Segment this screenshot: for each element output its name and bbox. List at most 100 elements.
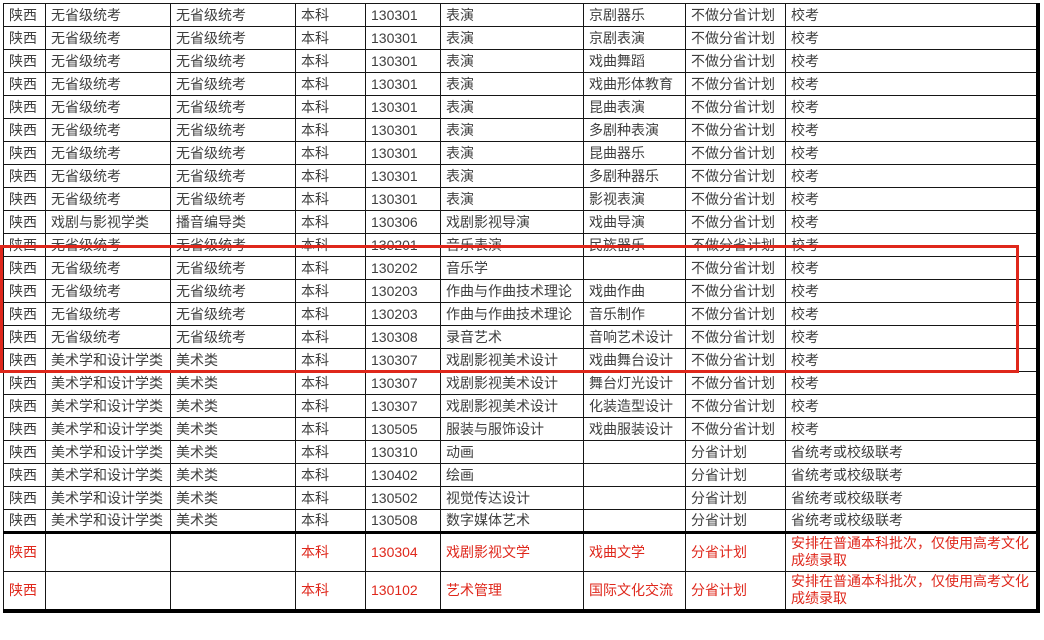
cell-plan-type: 不做分省计划 <box>685 256 786 280</box>
table-row: 陕西 美术学和设计学类 美术类 本科 130307 戏剧影视美术设计 化装造型设计 不做分省计… <box>3 394 1038 418</box>
cell-major-name: 录音艺术 <box>440 325 584 349</box>
cell-direction <box>583 509 686 533</box>
cell-exam-type: 校考 <box>785 417 1038 441</box>
cell-level: 本科 <box>295 440 366 464</box>
cell-province: 陕西 <box>3 187 46 211</box>
cell-exam-type: 省统考或校级联考 <box>785 486 1038 510</box>
cell-direction: 舞台灯光设计 <box>583 371 686 395</box>
table-row: 陕西 无省级统考 无省级统考 本科 130301 表演 多剧种器乐 不做分省计划 校考 <box>3 164 1038 188</box>
cell-direction: 多剧种表演 <box>583 118 686 142</box>
cell-subcategory: 美术类 <box>170 486 296 510</box>
cell-province: 陕西 <box>3 3 46 27</box>
cell-direction <box>583 256 686 280</box>
cell-major-code: 130301 <box>365 26 441 50</box>
cell-province: 陕西 <box>3 302 46 326</box>
cell-plan-type: 不做分省计划 <box>685 279 786 303</box>
cell-subcategory: 美术类 <box>170 463 296 487</box>
cell-category: 无省级统考 <box>45 72 171 96</box>
cell-major-name: 作曲与作曲技术理论 <box>440 302 584 326</box>
cell-category: 美术学和设计学类 <box>45 486 171 510</box>
cell-plan-type: 分省计划 <box>685 571 786 612</box>
cell-direction <box>583 463 686 487</box>
cell-major-name: 表演 <box>440 3 584 27</box>
cell-plan-type: 不做分省计划 <box>685 72 786 96</box>
cell-category: 美术学和设计学类 <box>45 509 171 533</box>
cell-major-code: 130310 <box>365 440 441 464</box>
cell-direction: 戏曲文学 <box>583 531 686 572</box>
cell-level: 本科 <box>295 26 366 50</box>
cell-major-name: 戏剧影视导演 <box>440 210 584 234</box>
cell-subcategory: 美术类 <box>170 417 296 441</box>
cell-exam-type: 校考 <box>785 26 1038 50</box>
cell-province: 陕西 <box>3 371 46 395</box>
table-row: 陕西 无省级统考 无省级统考 本科 130203 作曲与作曲技术理论 音乐制作 不做分省计划校… <box>3 302 1038 326</box>
cell-province: 陕西 <box>3 463 46 487</box>
table-row: 陕西 本科 130102 艺术管理 国际文化交流 分省计划 安排在普通本科批次，仅使用高考文… <box>3 571 1038 612</box>
cell-direction: 国际文化交流 <box>583 571 686 612</box>
cell-exam-type: 省统考或校级联考 <box>785 463 1038 487</box>
cell-direction: 民族器乐 <box>583 233 686 257</box>
cell-subcategory: 无省级统考 <box>170 279 296 303</box>
cell-exam-type: 安排在普通本科批次，仅使用高考文化成绩录取 <box>785 531 1038 572</box>
cell-province: 陕西 <box>3 348 46 372</box>
cell-major-name: 服装与服饰设计 <box>440 417 584 441</box>
cell-plan-type: 不做分省计划 <box>685 233 786 257</box>
cell-major-name: 艺术管理 <box>440 571 584 612</box>
table-row: 陕西 无省级统考 无省级统考 本科 130301 表演 京剧表演 不做分省计划 校考 <box>3 26 1038 50</box>
cell-exam-type: 校考 <box>785 394 1038 418</box>
cell-level: 本科 <box>295 394 366 418</box>
table-row: 陕西 无省级统考 无省级统考 本科 130201 音乐表演 民族器乐 不做分省计划 校考 <box>3 233 1038 257</box>
cell-plan-type: 不做分省计划 <box>685 187 786 211</box>
cell-major-name: 戏剧影视文学 <box>440 531 584 572</box>
cell-level: 本科 <box>295 463 366 487</box>
cell-direction: 多剧种器乐 <box>583 164 686 188</box>
cell-exam-type: 校考 <box>785 164 1038 188</box>
table-row: 陕西 无省级统考 无省级统考 本科 130301 表演 昆曲器乐 不做分省计划 校考 <box>3 141 1038 165</box>
cell-subcategory: 美术类 <box>170 348 296 372</box>
cell-major-code: 130301 <box>365 164 441 188</box>
cell-category: 无省级统考 <box>45 164 171 188</box>
table-row: 陕西 无省级统考 无省级统考 本科 130301 表演 昆曲表演 不做分省计划 校考 <box>3 95 1038 119</box>
cell-major-name: 表演 <box>440 26 584 50</box>
cell-category: 无省级统考 <box>45 26 171 50</box>
cell-major-code: 130203 <box>365 302 441 326</box>
cell-category: 戏剧与影视学类 <box>45 210 171 234</box>
cell-level: 本科 <box>295 302 366 326</box>
cell-major-code: 130301 <box>365 141 441 165</box>
cell-exam-type: 校考 <box>785 118 1038 142</box>
cell-plan-type: 不做分省计划 <box>685 118 786 142</box>
cell-level: 本科 <box>295 509 366 533</box>
cell-plan-type: 分省计划 <box>685 486 786 510</box>
cell-direction: 音响艺术设计 <box>583 325 686 349</box>
table-row: 陕西 无省级统考 无省级统考 本科 130301 表演 京剧器乐 不做分省计划 校考 <box>3 3 1038 27</box>
cell-direction: 戏曲形体教育 <box>583 72 686 96</box>
cell-category: 无省级统考 <box>45 187 171 211</box>
cell-exam-type: 校考 <box>785 141 1038 165</box>
cell-major-name: 表演 <box>440 164 584 188</box>
table-row: 陕西 无省级统考 无省级统考 本科 130301 表演 多剧种表演 不做分省计划 校考 <box>3 118 1038 142</box>
cell-major-name: 戏剧影视美术设计 <box>440 348 584 372</box>
cell-category: 无省级统考 <box>45 95 171 119</box>
cell-level: 本科 <box>295 371 366 395</box>
cell-exam-type: 校考 <box>785 279 1038 303</box>
cell-plan-type: 不做分省计划 <box>685 141 786 165</box>
cell-level: 本科 <box>295 348 366 372</box>
table-row: 陕西 美术学和设计学类 美术类 本科 130307 戏剧影视美术设计 戏曲舞台设计 不做分省计… <box>3 348 1038 372</box>
cell-level: 本科 <box>295 279 366 303</box>
cell-province: 陕西 <box>3 210 46 234</box>
cell-subcategory: 美术类 <box>170 371 296 395</box>
cell-province: 陕西 <box>3 141 46 165</box>
cell-plan-type: 不做分省计划 <box>685 371 786 395</box>
cell-level: 本科 <box>295 164 366 188</box>
cell-subcategory: 无省级统考 <box>170 26 296 50</box>
cell-province: 陕西 <box>3 164 46 188</box>
cell-category: 美术学和设计学类 <box>45 371 171 395</box>
cell-direction: 影视表演 <box>583 187 686 211</box>
cell-category: 无省级统考 <box>45 256 171 280</box>
cell-plan-type: 分省计划 <box>685 531 786 572</box>
cell-plan-type: 不做分省计划 <box>685 164 786 188</box>
cell-subcategory: 美术类 <box>170 440 296 464</box>
cell-major-code: 130508 <box>365 509 441 533</box>
cell-exam-type: 校考 <box>785 95 1038 119</box>
cell-province: 陕西 <box>3 72 46 96</box>
